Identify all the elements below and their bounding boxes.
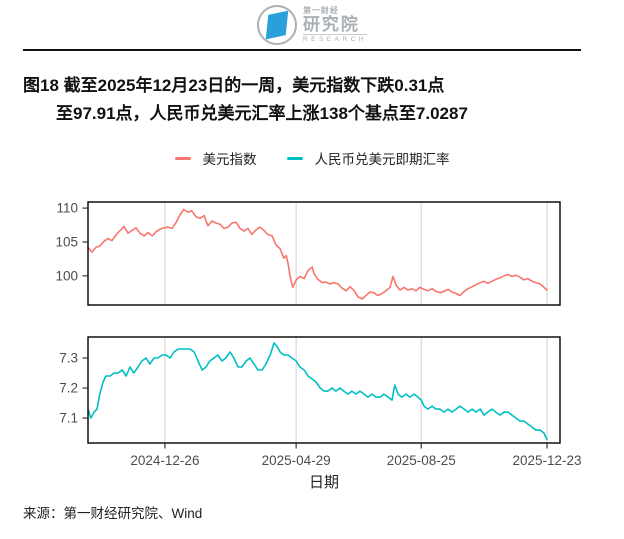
yicai-research-logo: 第一财经 研究院 RESEARCH <box>0 5 624 45</box>
series-line-1 <box>87 342 548 441</box>
y-tick-label: 105 <box>55 234 78 249</box>
x-tick-label: 2024-12-26 <box>130 453 199 468</box>
legend-item-usd-index: 美元指数 <box>174 148 257 168</box>
y-tick-label: 7.1 <box>59 411 78 426</box>
source-note: 来源：第一财经研究院、Wind <box>23 506 203 521</box>
y-tick-label: 100 <box>55 268 78 283</box>
legend-label-cny-rate: 人民币兑美元即期汇率 <box>314 152 450 167</box>
chart-legend: 美元指数 人民币兑美元即期汇率 <box>0 148 624 168</box>
logo-text: 第一财经 研究院 RESEARCH <box>302 5 368 44</box>
x-axis-title: 日期 <box>309 474 339 491</box>
logo-brand-small: 第一财经 <box>302 5 339 15</box>
chart-svg: 100 105 110 7.1 7.2 7.3 2024-12-26 2025-04-29 20… <box>55 201 581 491</box>
faceted-line-chart: 100 105 110 7.1 7.2 7.3 2024-12-26 2025-04-29 20… <box>0 190 624 500</box>
logo-brand-main: 研究院 <box>302 14 360 34</box>
series-line-0 <box>87 208 548 300</box>
logo-circle-icon <box>256 5 297 45</box>
y-tick-label: 7.3 <box>59 351 78 366</box>
panel-border <box>87 336 561 444</box>
y-tick-label: 7.2 <box>59 381 78 396</box>
logo-parallelogram-icon <box>265 10 289 40</box>
y-tick-label: 110 <box>56 201 78 216</box>
figure-title: 图18 截至2025年12月23日的一周，美元指数下跌0.31点 至97.91点… <box>23 72 601 128</box>
panel-border <box>87 201 561 306</box>
x-tick-label: 2025-12-23 <box>512 453 581 468</box>
header-divider <box>23 49 581 51</box>
legend-key-usd-index <box>174 156 191 160</box>
figure-title-line2: 至97.91点，人民币兑美元汇率上涨138个基点至7.0287 <box>56 104 468 123</box>
logo-brand-en: RESEARCH <box>302 33 368 43</box>
legend-label-usd-index: 美元指数 <box>202 152 257 167</box>
legend-key-cny-rate <box>286 156 303 160</box>
x-tick-label: 2025-04-29 <box>262 453 331 468</box>
x-tick-label: 2025-08-25 <box>387 453 456 468</box>
legend-item-cny-rate: 人民币兑美元即期汇率 <box>286 148 450 168</box>
figure-title-line1: 图18 截至2025年12月23日的一周，美元指数下跌0.31点 <box>23 76 445 95</box>
